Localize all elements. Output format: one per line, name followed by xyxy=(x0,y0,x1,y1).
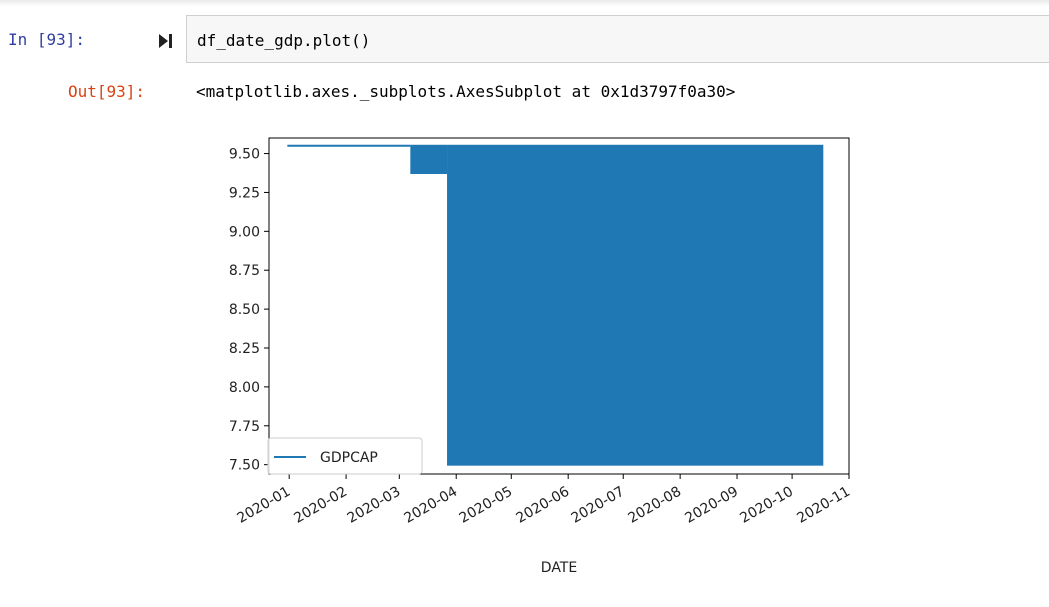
series-band-2 xyxy=(447,144,824,466)
code-text: df_date_gdp.plot() xyxy=(197,31,371,50)
code-input-area[interactable]: df_date_gdp.plot() xyxy=(186,15,1049,63)
series-band-1 xyxy=(410,144,448,174)
y-tick-label: 7.75 xyxy=(229,419,260,435)
plot-layer xyxy=(287,144,824,466)
cell-top-border xyxy=(0,0,1049,6)
run-cell-icon[interactable] xyxy=(157,33,173,49)
gdp-line-chart: 7.50 7.75 8.00 8.25 8.50 8.75 9.00 9.25 9.50 202… xyxy=(229,137,853,576)
legend: GDPCAP xyxy=(267,437,423,475)
x-tick-label: 2020-09 xyxy=(682,484,741,527)
x-tick-label: 2020-01 xyxy=(235,484,294,527)
x-tick-label: 2020-04 xyxy=(402,484,461,527)
x-tick-label: 2020-03 xyxy=(345,484,404,527)
output-text: <matplotlib.axes._subplots.AxesSubplot a… xyxy=(196,82,736,101)
y-tick-label: 8.75 xyxy=(229,263,260,279)
y-tick-label: 7.50 xyxy=(229,458,260,474)
x-tick-label: 2020-06 xyxy=(514,484,573,527)
x-axis-label: DATE xyxy=(541,560,577,576)
y-tick-layer: 7.50 7.75 8.00 8.25 8.50 8.75 9.00 9.25 9.50 xyxy=(229,147,269,474)
legend-box xyxy=(267,437,423,475)
y-tick-label: 9.50 xyxy=(229,147,260,163)
x-tick-label: 2020-11 xyxy=(794,484,853,527)
x-tick-label: 2020-08 xyxy=(625,484,684,527)
axes-frame xyxy=(268,137,850,475)
x-tick-layer: 2020-012020-022020-032020-042020-052020-… xyxy=(235,474,853,527)
y-tick-label: 9.25 xyxy=(229,185,260,201)
y-tick-label: 9.00 xyxy=(229,224,260,240)
y-tick-label: 8.00 xyxy=(229,380,260,396)
x-tick-label: 2020-05 xyxy=(457,484,516,527)
x-tick-label: 2020-02 xyxy=(291,484,350,527)
x-tick-label: 2020-07 xyxy=(569,484,628,527)
output-prompt: Out[93]: xyxy=(68,82,146,101)
input-prompt: In [93]: xyxy=(8,30,86,49)
legend-label: GDPCAP xyxy=(320,450,378,466)
y-tick-label: 8.25 xyxy=(229,341,260,357)
x-tick-label: 2020-10 xyxy=(737,484,796,527)
y-tick-label: 8.50 xyxy=(229,302,260,318)
